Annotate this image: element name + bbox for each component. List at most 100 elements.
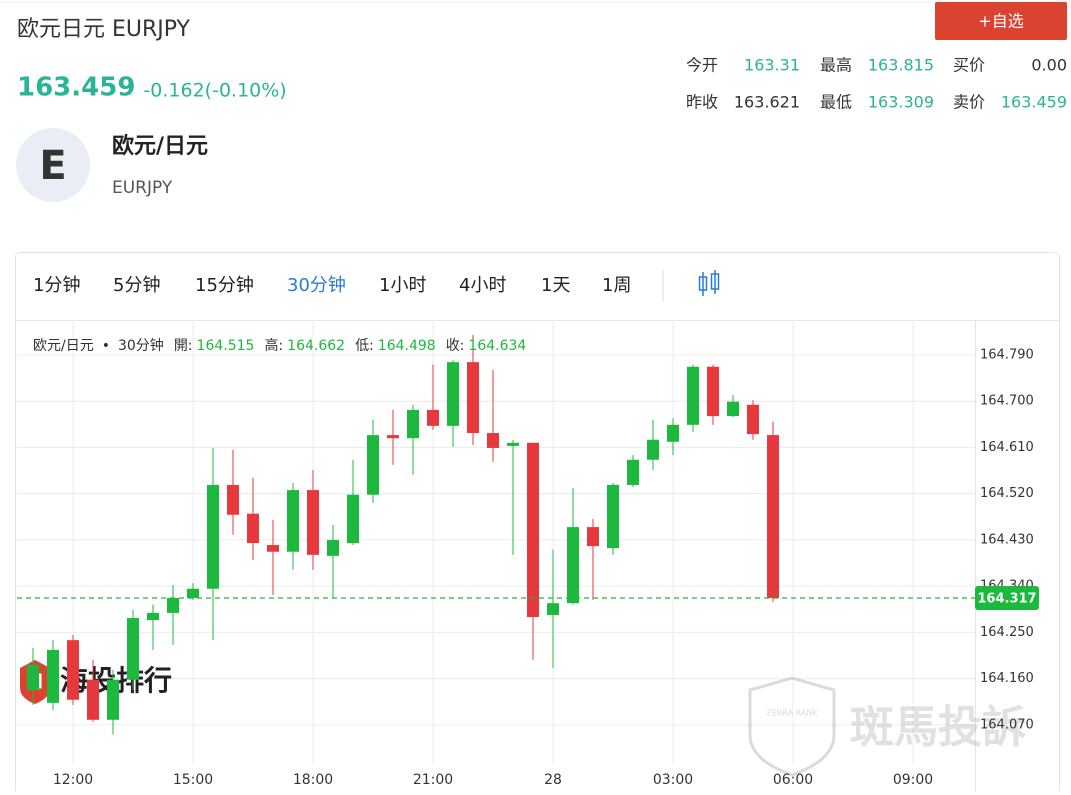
candle-body [367,435,379,495]
page-title: 欧元日元 EURJPY [17,17,191,42]
candle-body [107,679,119,720]
candle-body [607,484,619,549]
candle-body [47,649,59,703]
stat-value: 163.815 [868,56,934,75]
legend-item: 欧元/日元 [33,338,94,354]
stat-label: 今开 [686,56,718,75]
tab[interactable]: 1分钟 [33,275,80,296]
instrument-name: 欧元/日元 [112,133,208,159]
stat-value: 163.309 [868,93,934,112]
x-tick-label: 28 [544,772,562,788]
tab[interactable]: 1小时 [379,275,426,296]
candle-body [307,490,319,555]
candle-body [567,527,579,604]
instrument-code: EURJPY [112,178,173,198]
candle-body [507,442,519,446]
icon-body [698,276,708,291]
y-tick-label: 164.790 [980,347,1034,362]
icon-body [710,273,720,290]
stat-label: 卖价 [953,93,985,112]
candle-body [727,401,739,417]
tab[interactable]: 15分钟 [195,275,254,296]
x-tick-label: 09:00 [893,772,933,788]
candle-body [547,603,559,615]
legend-item: 高: [264,337,283,354]
price: 163.459 [17,73,135,103]
candle-body [27,664,39,690]
chart-type-button[interactable] [698,270,720,296]
candle-body [447,362,459,426]
candle-body [247,513,259,544]
tabs: 1分钟 5分钟 15分钟 30分钟 1小时 4小时 1天 1周 [33,275,631,296]
legend-item: 開: [174,338,193,354]
add-watchlist-button[interactable]: +自选 [935,2,1067,40]
candle-body [407,409,419,439]
candle-body [627,459,639,485]
stat-label: 最高 [820,56,852,75]
instrument-icon [16,128,90,202]
badge-text: ZEBRA RANK [766,709,818,718]
candle-body [527,442,539,618]
candle-body [67,640,79,700]
legend-item: 收: [446,338,465,354]
candle-body [347,494,359,544]
candle-body [647,439,659,460]
candle-body [427,409,439,426]
stat-value: 163.31 [744,56,800,75]
grid [17,320,975,765]
stat-value: 0.00 [1031,56,1067,75]
x-tick-label: 06:00 [773,772,813,788]
candles [17,334,975,735]
tab[interactable]: 30分钟 [287,275,346,296]
y-tick-label: 164.430 [980,532,1034,547]
candle-body [687,366,699,425]
y-tick-label: 164.520 [980,486,1034,501]
y-tick-label: 164.610 [980,440,1034,455]
candle-body [207,484,219,589]
x-tick-label: 21:00 [413,772,453,788]
legend-item: 164.498 [378,338,436,354]
chart-legend: 欧元/日元 • 30分钟 開: 164.515 高: 164.662 低: 164.498 收: 1… [33,337,526,354]
candle-body [147,612,159,621]
chart-card [15,252,1060,795]
candle-body [487,433,499,448]
candle-body [327,539,339,556]
stat-label: 买价 [953,56,985,75]
candle-body [87,679,99,720]
x-tick-label: 12:00 [53,772,93,788]
stat-label: 最低 [820,93,852,112]
watermark-right: ZEBRA RANK 斑馬投訴 [748,676,1026,777]
legend-item: 164.634 [468,338,526,354]
legend-item: • [102,338,110,354]
last-price-tag [975,585,1039,610]
legend-item: 164.662 [287,338,345,354]
x-tick-label: 03:00 [653,772,693,788]
candle-body [467,362,479,434]
y-tick-label: 164.070 [980,717,1034,732]
candle-body [227,484,239,515]
y-tick-label: 164.250 [980,625,1034,640]
legend-item: 164.515 [197,338,255,354]
badge [748,676,836,777]
x-tick-label: 15:00 [173,772,213,788]
stat-value: 163.621 [734,93,800,112]
watermark-text: 斑馬投訴 [850,702,1026,753]
stat-label: 昨收 [686,93,718,112]
price-change: -0.162(-0.10%) [143,80,286,102]
candle-body [287,490,299,552]
tab[interactable]: 4小时 [459,275,506,296]
button-bg [935,2,1067,40]
candle-body [767,435,779,598]
tab[interactable]: 1周 [602,275,631,296]
candle-body [707,366,719,417]
icon-letter: E [39,143,66,189]
button-label: +自选 [978,12,1023,31]
legend-item: 30分钟 [118,337,164,354]
last-price-label: 164.317 [977,591,1036,606]
tab[interactable]: 1天 [541,275,570,296]
stats: 今开 163.31 最高 163.815 买价 0.00 昨收 163.621 最低 163.30… [686,56,1067,112]
candle-body [587,527,599,547]
tab[interactable]: 5分钟 [113,275,160,296]
candle-body [127,618,139,680]
